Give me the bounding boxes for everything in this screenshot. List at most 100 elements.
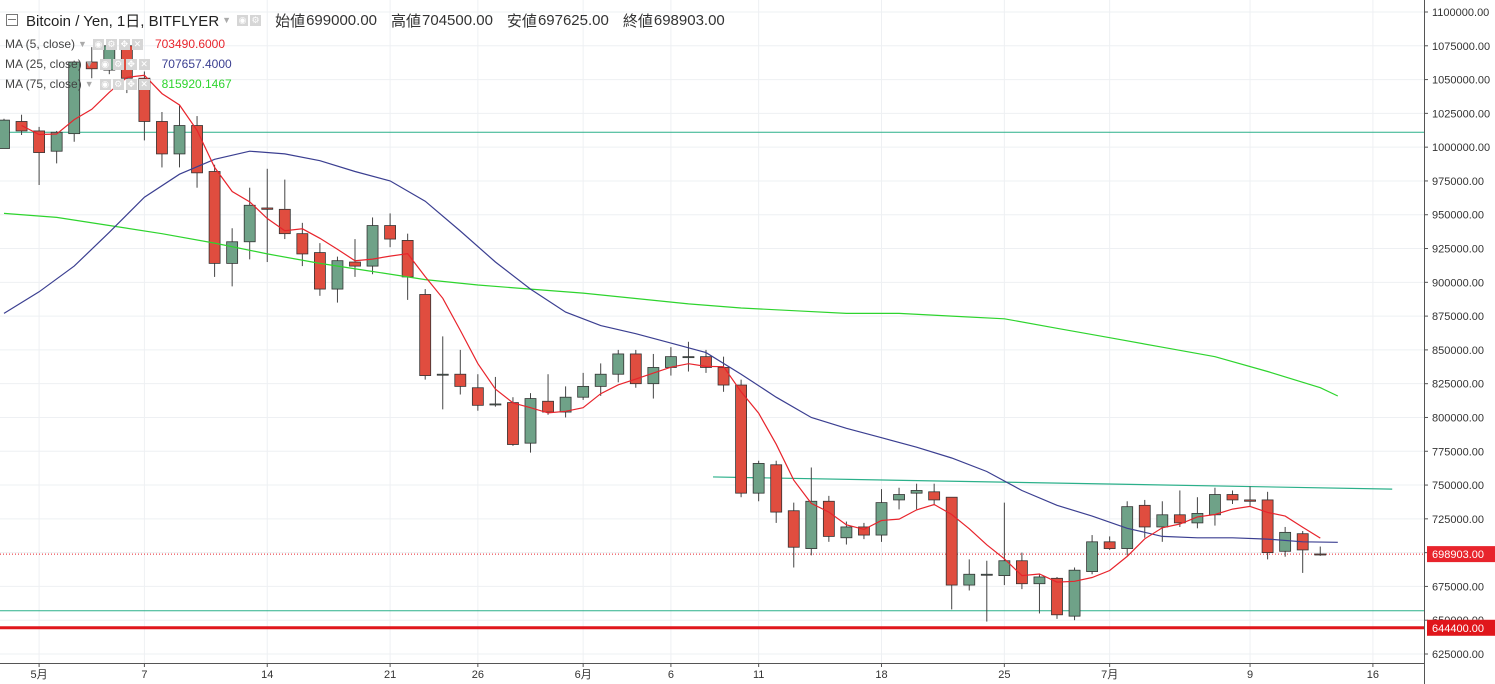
candle-body <box>489 403 502 406</box>
candle-body <box>945 496 958 586</box>
candle-body <box>893 494 905 501</box>
chevron-down-icon[interactable]: ▼ <box>84 79 94 89</box>
candle-body <box>875 502 888 536</box>
close-label: 終値 <box>622 12 653 30</box>
price-axis-bg <box>1424 0 1495 684</box>
trend-line <box>713 476 1393 490</box>
move-icon[interactable]: ✥ <box>118 38 130 50</box>
candle-body <box>278 208 291 235</box>
candle-body <box>1226 494 1239 501</box>
candle-body <box>910 490 923 494</box>
indicator-label[interactable]: MA (5, close) <box>5 37 76 51</box>
chevron-down-icon[interactable]: ▼ <box>222 15 232 25</box>
candle-body <box>243 204 256 243</box>
eye-icon[interactable]: ◉ <box>99 78 111 90</box>
indicator-controls: ◉ ⚙ ✥ ✕ <box>92 38 143 50</box>
settings-icon[interactable]: ⚙ <box>112 78 124 90</box>
indicator-value: 815920.1467 <box>161 77 232 91</box>
settings-icon[interactable]: ⚙ <box>250 14 262 26</box>
candle-body <box>1051 577 1063 616</box>
indicator-value: 703490.6000 <box>154 37 226 51</box>
chart-legend: Bitcoin / Yen, 1日, BITFLYER ▼ ◉ ⚙ 始値 69900… <box>0 6 733 94</box>
candle-body <box>50 131 63 152</box>
time-tick-label: 14 <box>261 669 273 681</box>
eye-icon[interactable]: ◉ <box>99 58 111 70</box>
candle-body <box>805 500 818 549</box>
settings-icon[interactable]: ⚙ <box>105 38 117 50</box>
candle-body <box>1279 531 1292 552</box>
price-tick-label: 825000.00 <box>1432 379 1484 391</box>
indicator-value: 707657.4000 <box>161 57 232 71</box>
time-tick-label: 25 <box>998 669 1010 681</box>
candle-body <box>963 573 976 586</box>
chevron-down-icon[interactable]: ▼ <box>78 39 87 49</box>
indicator-label[interactable]: MA (75, close) <box>5 77 82 91</box>
candle-body <box>1033 576 1046 585</box>
collapse-icon[interactable] <box>6 14 18 26</box>
symbol-title[interactable]: Bitcoin / Yen, 1日, BITFLYER <box>26 12 220 30</box>
price-marker-bg <box>1427 619 1495 636</box>
high-label: 高値 <box>391 12 422 30</box>
candle-body <box>208 171 221 264</box>
ma75-line <box>3 212 1339 397</box>
candle-body <box>524 398 537 444</box>
ma5-line <box>21 74 1321 583</box>
candle-body <box>138 77 151 122</box>
price-tick-label: 1075000.00 <box>1432 41 1490 53</box>
candle-body <box>752 463 765 494</box>
candle-body <box>735 384 747 494</box>
price-marker-label: 644400.00 <box>1432 623 1484 635</box>
candle-body <box>85 61 98 70</box>
candle-body <box>419 294 432 376</box>
candle-body <box>454 373 467 387</box>
candle-body <box>1121 506 1134 549</box>
candle-body <box>1068 569 1081 617</box>
candle-body <box>15 121 28 132</box>
candle-body <box>1244 499 1256 502</box>
close-icon[interactable]: ✕ <box>138 78 150 90</box>
candle-body <box>1156 514 1169 528</box>
candle-body <box>577 385 590 398</box>
time-tick-label: 11 <box>753 669 764 681</box>
close-icon[interactable]: ✕ <box>138 58 150 70</box>
candle-body <box>156 121 168 155</box>
price-tick-label: 925000.00 <box>1432 244 1484 256</box>
indicator-row-ma5: MA (5, close) ▼ ◉ ⚙ ✥ ✕ 703490.6000 <box>0 34 733 54</box>
high-value: 704500.00 <box>422 11 493 29</box>
indicator-label[interactable]: MA (25, close) <box>5 57 82 71</box>
close-icon[interactable]: ✕ <box>131 38 143 50</box>
price-tick-label: 675000.00 <box>1432 581 1484 593</box>
candle-body <box>682 356 695 359</box>
candle-body <box>226 241 239 264</box>
candle-body <box>261 207 274 210</box>
indicator-controls: ◉ ⚙ ✥ ✕ <box>99 78 150 90</box>
candle-body <box>191 125 203 174</box>
candle-body <box>0 119 10 149</box>
price-tick-label: 900000.00 <box>1432 277 1484 289</box>
candle-body <box>471 387 484 406</box>
eye-icon[interactable]: ◉ <box>237 14 249 26</box>
candle-body <box>822 500 835 537</box>
candle-body <box>1191 513 1204 524</box>
candle-body <box>1103 541 1116 549</box>
indicator-row-ma75: MA (75, close) ▼ ◉ ⚙ ✥ ✕ 815920.1467 <box>0 74 733 94</box>
price-marker-bg <box>1427 546 1495 563</box>
symbol-controls: ◉ ⚙ <box>237 14 262 26</box>
candle-body <box>366 225 379 267</box>
price-marker-label: 698903.00 <box>1432 549 1484 561</box>
chevron-down-icon[interactable]: ▼ <box>84 59 94 69</box>
time-tick-label: 6月 <box>575 669 592 681</box>
settings-icon[interactable]: ⚙ <box>112 58 124 70</box>
move-icon[interactable]: ✥ <box>125 78 137 90</box>
time-axis-bg <box>0 663 1424 684</box>
candle-body <box>1209 494 1221 516</box>
move-icon[interactable]: ✥ <box>125 58 137 70</box>
candle-body <box>998 560 1011 577</box>
price-tick-label: 1100000.00 <box>1432 7 1489 19</box>
eye-icon[interactable]: ◉ <box>92 38 104 50</box>
symbol-row: Bitcoin / Yen, 1日, BITFLYER ▼ ◉ ⚙ 始値 69900… <box>0 6 733 34</box>
moving-averages <box>3 74 1339 583</box>
price-tick-label: 1025000.00 <box>1432 108 1490 120</box>
indicator-controls: ◉ ⚙ ✥ ✕ <box>99 58 150 70</box>
